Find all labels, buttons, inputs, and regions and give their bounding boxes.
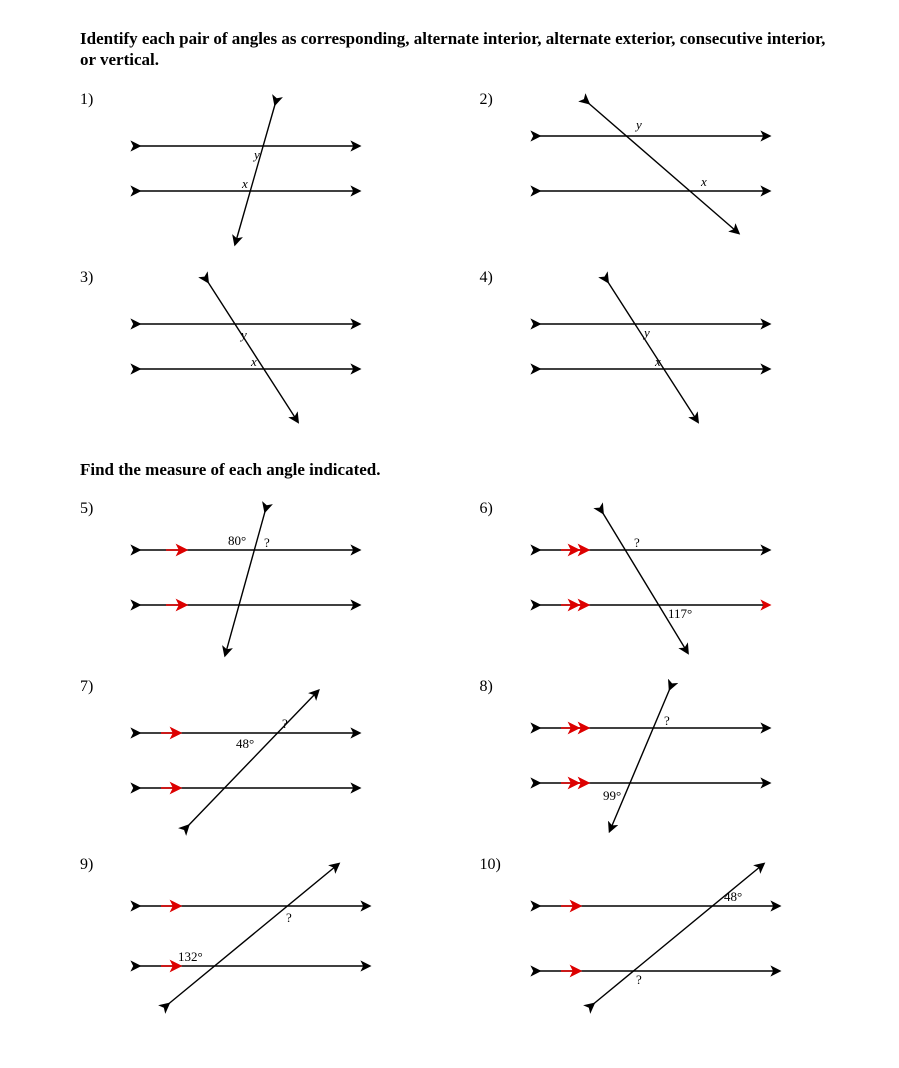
q6-unknown: ?: [634, 535, 640, 550]
q10-number: 10): [480, 856, 501, 874]
q1-number: 1): [80, 91, 93, 109]
section2-instructions: Find the measure of each angle indicated…: [80, 459, 839, 480]
q5-diagram: 80° ?: [106, 500, 426, 660]
q7-unknown: ?: [282, 716, 288, 731]
q6-diagram: ? 117°: [506, 500, 826, 660]
q3-number: 3): [80, 269, 93, 287]
q3-diagram: y x: [106, 269, 426, 429]
q8-number: 8): [480, 678, 493, 696]
q9-unknown: ?: [286, 910, 292, 925]
q7-number: 7): [80, 678, 93, 696]
question-8: 8) ? 99°: [480, 672, 840, 850]
section1-instructions: Identify each pair of angles as correspo…: [80, 28, 839, 71]
question-2: 2) y x: [480, 85, 840, 263]
q1-diagram: y x: [106, 91, 426, 251]
q9-number: 9): [80, 856, 93, 874]
question-3: 3) y x: [80, 263, 440, 441]
q7-angle-label: 48°: [236, 736, 254, 751]
q3-label-x: x: [250, 354, 257, 369]
q2-diagram: y x: [506, 91, 826, 251]
q8-angle-label: 99°: [603, 788, 621, 803]
q8-unknown: ?: [664, 713, 670, 728]
q9-angle-label: 132°: [178, 949, 203, 964]
q10-angle-label: 48°: [724, 889, 742, 904]
q2-label-y: y: [634, 117, 642, 132]
question-10: 10) 48° ?: [480, 850, 840, 1028]
q6-number: 6): [480, 500, 493, 518]
q5-number: 5): [80, 500, 93, 518]
question-1: 1) y x: [80, 85, 440, 263]
q4-number: 4): [480, 269, 493, 287]
q4-label-x: x: [654, 354, 661, 369]
question-4: 4) y x: [480, 263, 840, 441]
q10-diagram: 48° ?: [506, 856, 826, 1016]
q10-unknown: ?: [636, 972, 642, 987]
q1-label-y: y: [252, 147, 260, 162]
question-6: 6) ? 117°: [480, 494, 840, 672]
q1-label-x: x: [241, 176, 248, 191]
question-5: 5) 80° ?: [80, 494, 440, 672]
q4-diagram: y x: [506, 269, 826, 429]
question-9: 9) ? 132°: [80, 850, 440, 1028]
q2-number: 2): [480, 91, 493, 109]
q3-label-y: y: [239, 327, 247, 342]
q4-label-y: y: [642, 325, 650, 340]
q8-diagram: ? 99°: [506, 678, 826, 838]
q7-diagram: 48° ?: [106, 678, 426, 838]
q9-diagram: ? 132°: [106, 856, 426, 1016]
question-7: 7) 48° ?: [80, 672, 440, 850]
q6-angle-label: 117°: [668, 606, 692, 621]
q5-unknown: ?: [264, 535, 270, 550]
q2-label-x: x: [700, 174, 707, 189]
q5-angle-label: 80°: [228, 533, 246, 548]
